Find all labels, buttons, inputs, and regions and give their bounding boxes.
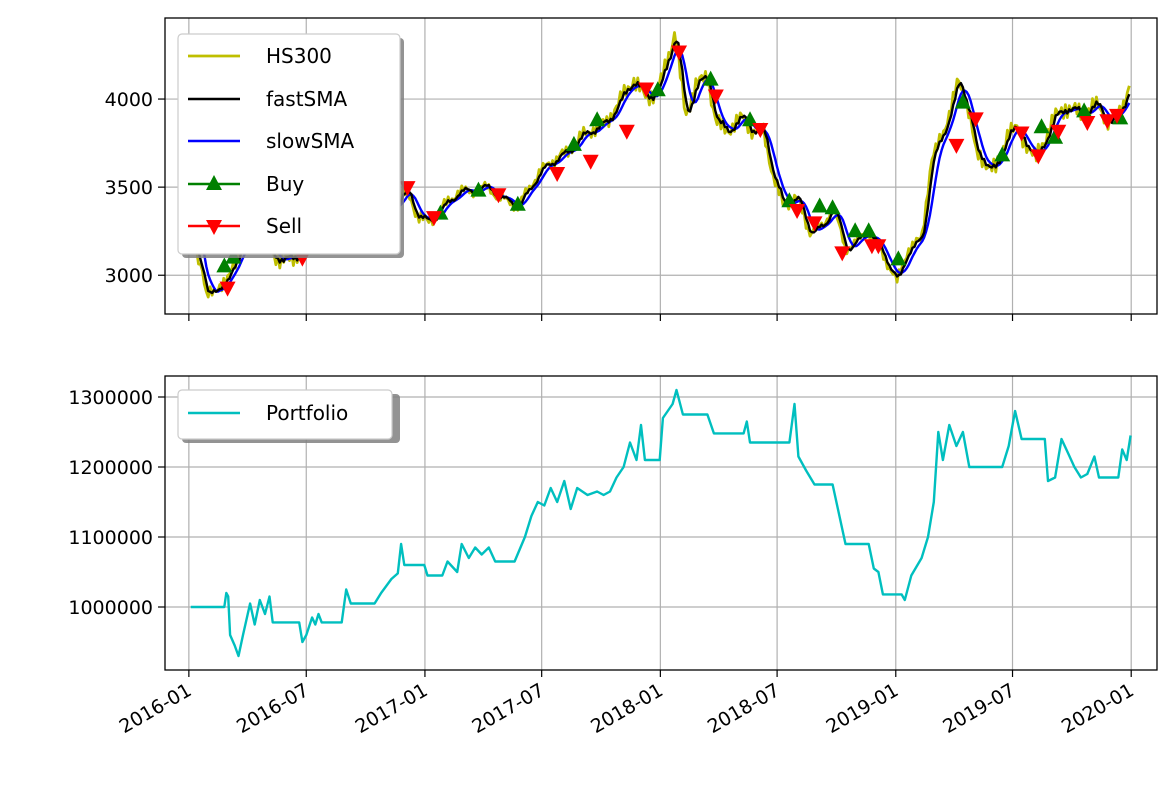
price-chart-y-tick-label: 3000 xyxy=(105,265,153,287)
buy-marker xyxy=(742,111,759,127)
buy-marker xyxy=(649,81,666,97)
portfolio-chart-y-tick-label: 1300000 xyxy=(68,387,153,409)
sell-marker xyxy=(967,112,984,128)
sell-marker xyxy=(1099,114,1116,130)
legend-label: fastSMA xyxy=(266,87,348,111)
price-chart-frame xyxy=(164,17,1158,315)
portfolio-chart-frame xyxy=(164,375,1158,671)
buy-marker xyxy=(824,199,841,215)
portfolio-chart-y-tick-label: 1000000 xyxy=(68,597,153,619)
buy-marker xyxy=(1076,102,1093,118)
buy-marker xyxy=(509,195,526,211)
legend-entry-buy: Buy xyxy=(188,172,304,196)
legend-label: slowSMA xyxy=(266,129,355,153)
sell-marker xyxy=(870,239,887,255)
sell-marker xyxy=(752,123,769,138)
sell-marker xyxy=(618,124,635,140)
portfolio-chart-y-tick-label: 1200000 xyxy=(68,457,153,479)
legend-entry-slowsma: slowSMA xyxy=(188,129,355,153)
portfolio-chart-y-ticks: 1000000 1100000 1200000 1300000 xyxy=(68,387,165,619)
legend-entry-sell: Sell xyxy=(188,214,302,238)
sell-marker xyxy=(1013,126,1030,142)
legend-entry-portfolio: Portfolio xyxy=(188,401,348,425)
price-chart-y-tick-label: 4000 xyxy=(105,89,153,111)
sell-marker xyxy=(1050,124,1067,140)
buy-marker xyxy=(847,222,864,238)
buy-marker xyxy=(781,192,798,208)
sell-marker xyxy=(671,45,688,61)
buy-marker xyxy=(994,146,1011,162)
buy-marker xyxy=(860,222,877,238)
sell-marker xyxy=(707,89,724,105)
buy-marker xyxy=(890,250,907,266)
portfolio-chart-legend: Portfolio xyxy=(177,389,400,443)
buy-marker xyxy=(565,135,582,151)
sell-marker xyxy=(425,211,442,227)
legend-label: Buy xyxy=(266,172,304,196)
sell-marker xyxy=(1109,108,1126,124)
buy-marker xyxy=(811,197,828,213)
series-line-portfolio xyxy=(190,388,1132,658)
price-chart-x-ticks xyxy=(188,314,1132,321)
sell-markers xyxy=(219,45,1126,297)
sell-marker xyxy=(789,204,806,220)
price-chart-y-ticks: 3000 3500 4000 xyxy=(105,89,165,287)
buy-marker xyxy=(702,70,719,86)
sell-marker xyxy=(1079,115,1096,131)
sell-marker xyxy=(549,167,566,183)
buy-marker xyxy=(589,111,606,127)
buy-marker xyxy=(1033,118,1050,134)
portfolio-chart-y-tick-label: 1100000 xyxy=(68,527,153,549)
buy-markers xyxy=(216,70,1129,273)
legend-entry-hs300: HS300 xyxy=(188,44,332,68)
sell-marker xyxy=(834,246,851,262)
legend-label: Portfolio xyxy=(266,401,348,425)
sell-marker xyxy=(582,154,599,170)
buy-marker xyxy=(216,257,233,273)
sell-marker xyxy=(490,188,507,204)
buy-marker xyxy=(954,93,971,109)
sell-marker xyxy=(219,281,236,297)
sell-marker xyxy=(638,82,655,98)
sell-marker xyxy=(806,216,823,232)
buy-marker xyxy=(1047,128,1064,144)
price-chart-y-tick-label: 3500 xyxy=(105,177,153,199)
legend-label: HS300 xyxy=(266,44,332,68)
portfolio-chart-plot-area xyxy=(190,388,1132,658)
legend-entry-fastsma: fastSMA xyxy=(188,87,348,111)
legend-label: Sell xyxy=(266,214,302,238)
sell-marker xyxy=(1030,149,1047,165)
sell-marker xyxy=(948,138,965,154)
price-chart-panel: 3000 3500 4000 HS300 fastSMA slowSMA Buy xyxy=(105,17,1158,321)
buy-marker xyxy=(470,181,487,197)
price-chart-legend: HS300 fastSMA slowSMA Buy Sell xyxy=(177,33,404,258)
